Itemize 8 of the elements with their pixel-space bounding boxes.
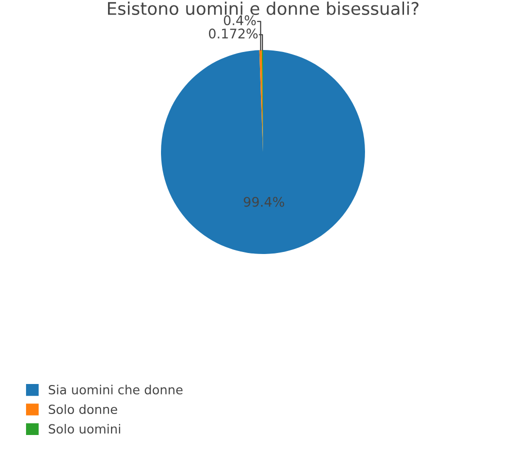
data-label: 99.4%: [244, 196, 284, 207]
chart-title: Esistono uomini e donne bisessuali?: [108, 2, 418, 16]
legend-label: Solo uomini: [48, 424, 120, 434]
data-label: 0.4%: [224, 15, 256, 26]
legend-label: Solo donne: [48, 404, 118, 414]
data-label: 0.172%: [208, 28, 258, 39]
pie-slice: [161, 50, 365, 254]
legend-label: Sia uomini che donne: [48, 384, 183, 394]
